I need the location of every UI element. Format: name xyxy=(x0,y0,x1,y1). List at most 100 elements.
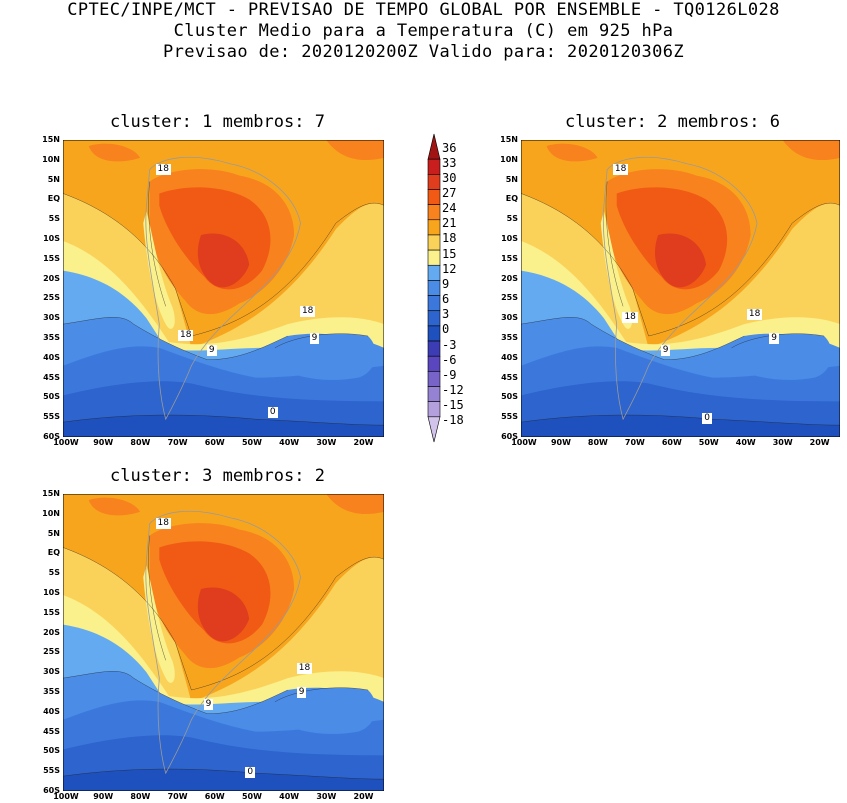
panel-title-2: cluster: 2 membros: 6 xyxy=(565,112,780,132)
colorbar xyxy=(427,133,441,443)
contour-label: 18 xyxy=(299,306,316,318)
lon-tick-label: 20W xyxy=(353,792,374,801)
temperature-map-3 xyxy=(63,494,384,791)
contour-label: 0 xyxy=(702,413,712,425)
lat-tick-label: 5N xyxy=(505,174,518,184)
lon-tick-label: 40W xyxy=(735,438,756,447)
lat-tick-label: 40S xyxy=(43,706,60,716)
colorbar-level-label: 15 xyxy=(442,246,457,261)
lon-tick-label: 90W xyxy=(550,438,571,447)
lat-tick-label: 50S xyxy=(43,746,60,756)
contour-label: 9 xyxy=(206,344,217,356)
colorbar-swatch xyxy=(427,264,441,281)
lat-tick-label: EQ xyxy=(47,194,60,204)
temperature-band xyxy=(326,494,384,515)
colorbar-swatch xyxy=(427,325,441,342)
lat-tick-label: 40S xyxy=(43,352,60,362)
lon-tick-label: 20W xyxy=(809,438,830,447)
colorbar-swatch xyxy=(427,204,441,221)
lat-tick-label: 20S xyxy=(501,273,518,283)
lon-tick-label: 40W xyxy=(279,792,300,801)
panel-title-1: cluster: 1 membros: 7 xyxy=(110,112,325,132)
colorbar-level-label: -9 xyxy=(442,367,457,382)
temperature-band xyxy=(63,415,384,437)
lat-tick-label: 10S xyxy=(501,234,518,243)
lat-tick-label: 15S xyxy=(43,253,60,263)
colorbar-level-label: 24 xyxy=(442,201,457,216)
contour-line xyxy=(275,688,368,702)
lat-tick-label: 5N xyxy=(47,528,60,538)
lon-tick-label: 70W xyxy=(624,438,645,447)
colorbar-level-label: -6 xyxy=(442,352,457,367)
colorbar-swatch xyxy=(427,158,441,175)
contour-line xyxy=(521,415,840,425)
colorbar-swatch xyxy=(427,355,441,372)
lat-tick-label: 35S xyxy=(43,333,60,342)
lat-tick-label: 10N xyxy=(42,154,60,164)
lat-tick-label: 30S xyxy=(43,313,60,323)
lon-tick-label: 80W xyxy=(130,438,151,447)
contour-line xyxy=(63,547,384,690)
contour-label: 18 xyxy=(296,663,313,675)
header-line-2: Cluster Medio para a Temperatura (C) em … xyxy=(173,21,674,41)
colorbar-swatch xyxy=(427,219,441,236)
lat-tick-label: 20S xyxy=(43,273,60,283)
lat-tick-label: 25S xyxy=(43,293,60,303)
lat-tick-label: 5S xyxy=(506,214,518,224)
temperature-band xyxy=(88,497,141,516)
contour-label: 18 xyxy=(177,330,194,342)
contour-line xyxy=(521,193,840,336)
lat-tick-label: 5N xyxy=(47,174,60,184)
lat-tick-label: 30S xyxy=(501,313,518,323)
colorbar-swatch xyxy=(427,386,441,402)
contour-line xyxy=(521,317,744,359)
contour-line xyxy=(63,415,384,425)
lat-tick-label: 55S xyxy=(43,766,60,776)
panel-title-3: cluster: 3 membros: 2 xyxy=(110,466,325,486)
contour-line xyxy=(63,193,384,336)
contour-label: 9 xyxy=(769,332,779,344)
temperature-band xyxy=(731,333,832,380)
colorbar-level-label: -18 xyxy=(442,413,464,428)
lat-tick-label: 40S xyxy=(501,352,518,362)
lat-tick-label: 20S xyxy=(43,627,60,637)
lon-tick-label: 50W xyxy=(241,792,262,801)
colorbar-level-label: -3 xyxy=(442,337,457,352)
coastline xyxy=(146,511,301,773)
header-line-1: CPTEC/INPE/MCT - PREVISAO DE TEMPO GLOBA… xyxy=(67,0,780,20)
lon-tick-label: 30W xyxy=(316,438,337,447)
colorbar-swatch xyxy=(427,371,441,387)
lat-tick-label: 5S xyxy=(48,214,60,224)
coastline xyxy=(603,157,757,419)
lon-tick-label: 80W xyxy=(130,792,151,801)
lon-tick-label: 70W xyxy=(167,438,188,447)
colorbar-swatch xyxy=(427,249,441,266)
temperature-band xyxy=(197,233,250,288)
colorbar-level-label: 18 xyxy=(442,231,457,246)
lat-tick-label: 15S xyxy=(501,253,518,263)
colorbar-swatch xyxy=(427,280,441,296)
temperature-band xyxy=(326,140,384,161)
contour-label: 9 xyxy=(203,698,214,710)
lat-tick-label: 15N xyxy=(42,489,60,498)
lon-tick-label: 100W xyxy=(511,438,537,447)
temperature-band xyxy=(143,565,175,683)
temperature-band xyxy=(274,687,376,734)
temperature-band xyxy=(143,211,175,329)
contour-label: 18 xyxy=(155,163,171,175)
lon-tick-label: 60W xyxy=(661,438,682,447)
lat-tick-label: 10N xyxy=(500,154,518,164)
lat-tick-label: 15N xyxy=(42,135,60,144)
lon-tick-label: 50W xyxy=(698,438,719,447)
lat-tick-label: 60S xyxy=(43,786,60,795)
contour-label: 0 xyxy=(245,767,256,779)
lat-tick-label: 45S xyxy=(43,726,60,736)
contour-line xyxy=(63,769,384,779)
colorbar-level-label: 36 xyxy=(442,140,457,155)
colorbar-swatch xyxy=(427,310,441,327)
lat-tick-label: 10S xyxy=(43,588,60,597)
lon-tick-label: 100W xyxy=(53,438,79,447)
lon-tick-label: 70W xyxy=(167,792,188,801)
lat-tick-label: 35S xyxy=(43,687,60,696)
lat-tick-label: 10N xyxy=(42,508,60,518)
